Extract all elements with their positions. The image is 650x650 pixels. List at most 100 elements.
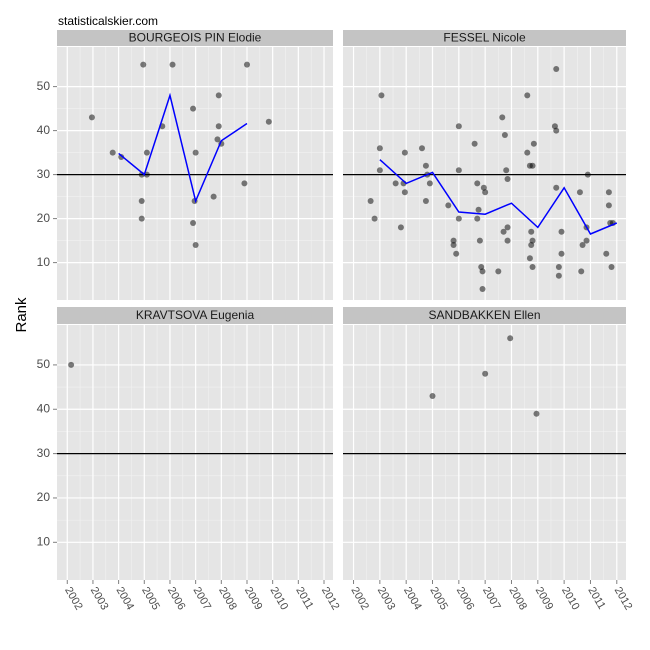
point	[214, 136, 221, 143]
point	[479, 286, 486, 292]
y-tick-label: 10	[37, 534, 51, 548]
point	[215, 92, 222, 99]
point	[507, 335, 514, 342]
point	[501, 132, 508, 138]
point	[500, 228, 507, 235]
point	[138, 215, 145, 222]
panel	[57, 47, 333, 300]
point	[455, 123, 462, 130]
x-tick-label: 2002	[62, 585, 85, 612]
y-tick-label: 30	[37, 167, 51, 181]
point	[378, 92, 385, 99]
strip	[57, 307, 333, 324]
x-tick-label: 2011	[585, 585, 607, 611]
point	[605, 202, 612, 209]
point	[169, 61, 176, 68]
strip	[343, 307, 626, 324]
point	[371, 215, 378, 222]
point	[499, 114, 506, 121]
point	[401, 149, 408, 156]
point	[265, 118, 272, 125]
x-tick-label: 2009	[242, 585, 265, 612]
x-tick-label: 2004	[114, 585, 137, 612]
x-tick-label: 2008	[506, 585, 529, 612]
point	[418, 145, 425, 152]
point	[504, 176, 511, 182]
x-tick-label: 2011	[293, 585, 315, 611]
x-tick-label: 2006	[165, 585, 188, 612]
point	[376, 167, 383, 174]
point	[215, 123, 222, 130]
y-tick-label: 50	[37, 79, 51, 93]
point	[68, 361, 75, 368]
strip-title: SANDBAKKEN Ellen	[428, 308, 540, 322]
point	[210, 193, 217, 200]
panel	[57, 325, 333, 580]
point	[401, 189, 408, 196]
trend-line	[118, 92, 248, 204]
x-tick-label: 2003	[375, 585, 398, 612]
point	[392, 180, 399, 187]
x-tick-label: 2006	[454, 585, 477, 612]
x-tick-label: 2008	[216, 585, 239, 612]
point	[495, 268, 502, 275]
point	[88, 114, 95, 121]
point	[608, 264, 615, 270]
point	[109, 149, 116, 156]
point	[576, 189, 583, 196]
point	[583, 237, 590, 244]
point	[553, 66, 560, 72]
point	[429, 392, 436, 399]
point	[524, 92, 531, 99]
y-tick-label: 40	[37, 401, 51, 415]
x-tick-label: 2012	[319, 585, 342, 612]
point	[453, 250, 460, 257]
point	[455, 215, 462, 222]
point	[558, 228, 565, 235]
point	[479, 268, 486, 275]
strip	[57, 30, 333, 46]
point	[376, 145, 383, 152]
point	[367, 198, 374, 204]
watermark: statisticalskier.com	[58, 14, 158, 28]
x-tick-label: 2002	[348, 585, 371, 612]
panel	[343, 47, 626, 300]
x-tick-label: 2005	[427, 585, 450, 612]
point	[241, 180, 248, 187]
point	[530, 140, 537, 147]
point	[584, 171, 591, 178]
point	[445, 202, 452, 209]
x-tick-label: 2003	[88, 585, 111, 612]
y-tick-label: 20	[37, 211, 51, 225]
point	[450, 242, 457, 248]
point	[533, 410, 540, 417]
point	[397, 224, 404, 231]
point	[192, 149, 199, 156]
point	[504, 237, 511, 244]
panel	[343, 325, 626, 580]
point	[190, 220, 197, 226]
point	[474, 215, 481, 222]
x-tick-label: 2007	[480, 585, 503, 612]
point	[422, 198, 429, 204]
point	[504, 224, 511, 231]
y-tick-label: 50	[37, 357, 51, 371]
point	[243, 61, 250, 68]
x-tick-label: 2004	[401, 585, 424, 612]
point	[578, 268, 585, 275]
point	[471, 140, 478, 147]
point	[528, 228, 535, 235]
x-tick-label: 2005	[139, 585, 162, 612]
point	[140, 61, 147, 68]
point	[118, 154, 125, 160]
y-tick-label: 10	[37, 255, 51, 269]
strip-title: FESSEL Nicole	[443, 31, 526, 45]
point	[553, 184, 560, 191]
y-axis-label: Rank	[13, 297, 30, 333]
point	[143, 149, 150, 156]
point	[482, 370, 489, 377]
point	[524, 149, 531, 156]
point	[138, 198, 145, 204]
